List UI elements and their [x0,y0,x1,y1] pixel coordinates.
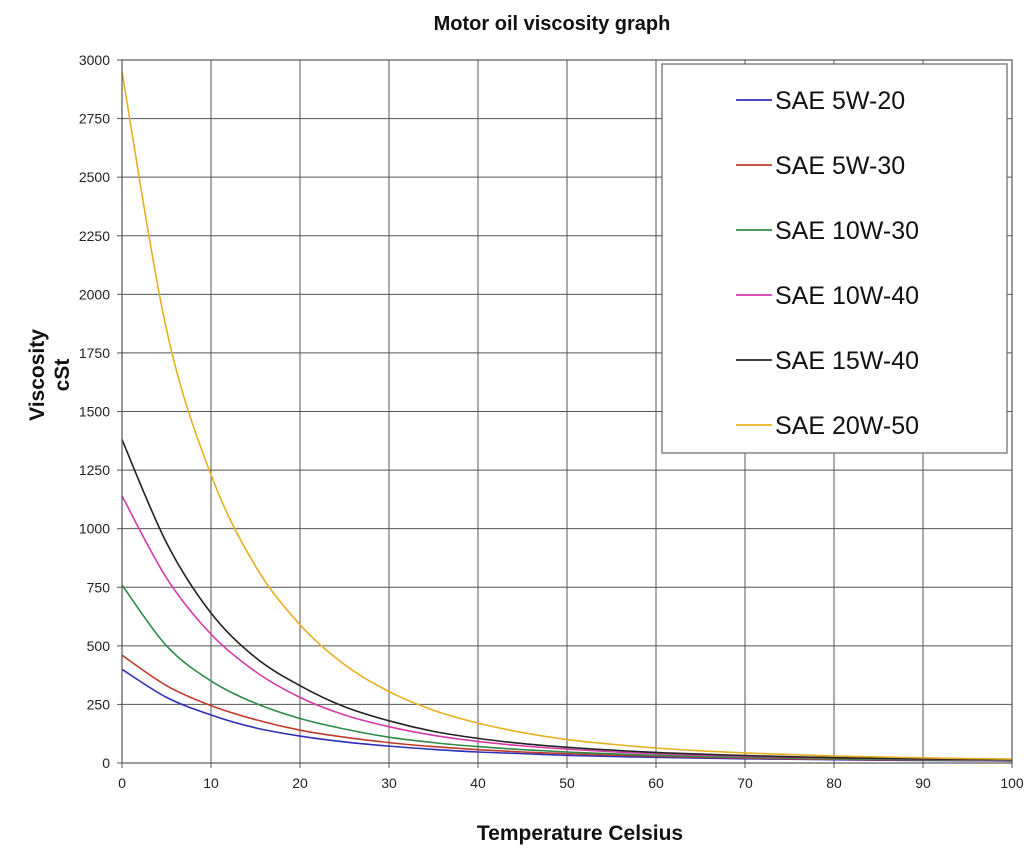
y-tick-label: 1250 [79,462,110,478]
legend-label-sae-5w-20: SAE 5W-20 [775,87,905,115]
y-tick-label: 500 [87,638,111,654]
x-tick-label: 0 [118,775,126,791]
series-lines [121,71,1013,762]
x-tick-label: 20 [292,775,308,791]
x-tick-label: 70 [737,775,753,791]
y-tick-label: 2750 [79,111,110,127]
y-tick-label: 2250 [79,228,110,244]
legend-label-sae-20w-50: SAE 20W-50 [775,412,919,440]
y-tick-label: 2000 [79,286,110,302]
y-tick-label: 250 [87,696,111,712]
y-tick-label: 3000 [79,52,110,68]
y-tick-label: 750 [87,579,111,595]
x-tick-labels: 0 10 20 30 40 50 60 70 80 90 100 [118,775,1024,791]
series-line-sae-15w-40 [121,439,1013,761]
legend-label-sae-10w-40: SAE 10W-40 [775,282,919,310]
y-axis-title: Viscosity cSt [26,329,74,421]
legend: SAE 5W-20 SAE 5W-30 SAE 10W-30 SAE 10W-40 SA… [661,63,1008,454]
y-axis-title-line-1: Viscosity [26,329,49,421]
x-tick-label: 80 [826,775,842,791]
x-axis-title: Temperature Celsius [477,822,683,845]
plot-frame [121,59,1013,764]
y-tick-labels: 0 250 500 750 1000 1250 1500 1750 2000 2250 2500 27… [79,52,110,771]
x-tick-label: 90 [915,775,931,791]
x-tick-label: 40 [470,775,486,791]
legend-label-sae-10w-30: SAE 10W-30 [775,217,919,245]
x-tick-label: 100 [1000,775,1024,791]
y-tick-label: 1500 [79,404,110,420]
legend-box [661,63,1008,454]
series-line-sae-20w-50 [121,71,1013,760]
y-tick-label: 0 [102,755,110,771]
y-tick-label: 1000 [79,521,110,537]
x-tick-label: 50 [559,775,575,791]
x-tick-label: 30 [381,775,397,791]
x-tick-label: 60 [648,775,664,791]
y-axis-title-line-2: cSt [51,359,74,392]
legend-label-sae-5w-30: SAE 5W-30 [775,152,905,180]
y-tick-label: 2500 [79,169,110,185]
x-tick-label: 10 [203,775,219,791]
legend-label-sae-15w-40: SAE 15W-40 [775,347,919,375]
y-tick-label: 1750 [79,345,110,361]
chart-title: Motor oil viscosity graph [434,13,671,35]
